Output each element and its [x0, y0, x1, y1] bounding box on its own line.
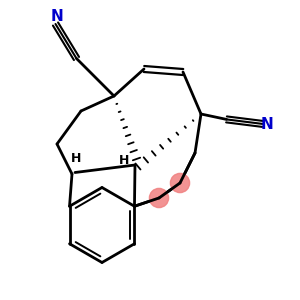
- Text: N: N: [261, 117, 273, 132]
- Text: H: H: [71, 152, 82, 166]
- Circle shape: [149, 188, 169, 208]
- Text: H: H: [119, 154, 130, 167]
- Text: N: N: [51, 9, 63, 24]
- Circle shape: [170, 173, 190, 193]
